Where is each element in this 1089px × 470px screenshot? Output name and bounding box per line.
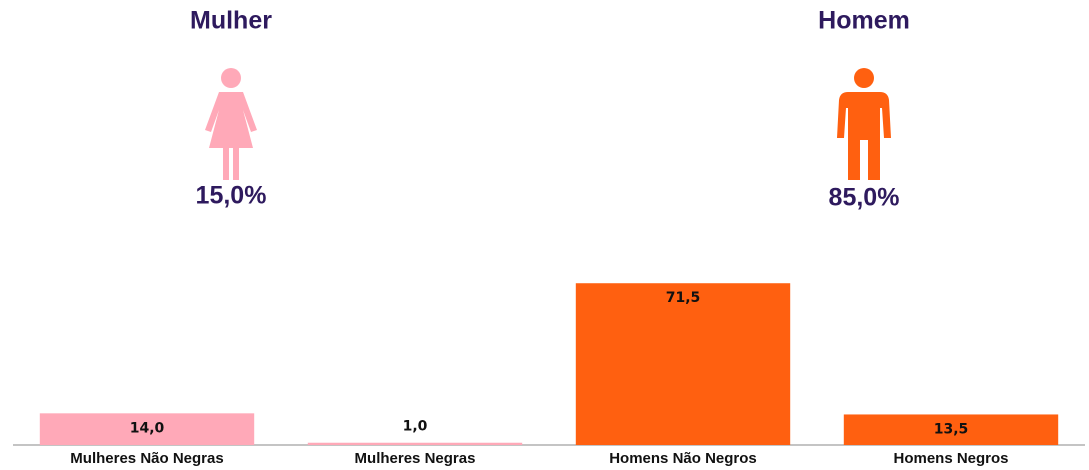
bar: [843, 414, 1059, 445]
group-man: Homem 85,0%: [818, 7, 910, 212]
x-tick-label: Homens Não Negros: [609, 450, 757, 467]
x-tick-label: Mulheres Negras: [355, 450, 476, 467]
value-label: 14,0: [130, 420, 165, 436]
group-share: 15,0%: [196, 182, 267, 210]
value-label: 13,5: [934, 421, 969, 437]
bar: [575, 283, 791, 445]
value-label: 1,0: [403, 419, 428, 435]
group-title: Homem: [818, 7, 910, 35]
bar: [307, 442, 523, 445]
x-tick-label: Homens Negros: [893, 450, 1008, 467]
man-icon: [837, 68, 891, 180]
x-tick-label: Mulheres Não Negras: [70, 450, 223, 467]
bar: [39, 413, 255, 445]
group-title: Mulher: [190, 7, 272, 35]
group-share: 85,0%: [829, 184, 900, 212]
value-label: 71,5: [666, 290, 701, 306]
woman-icon: [205, 68, 257, 180]
group-woman: Mulher 15,0%: [190, 7, 272, 210]
